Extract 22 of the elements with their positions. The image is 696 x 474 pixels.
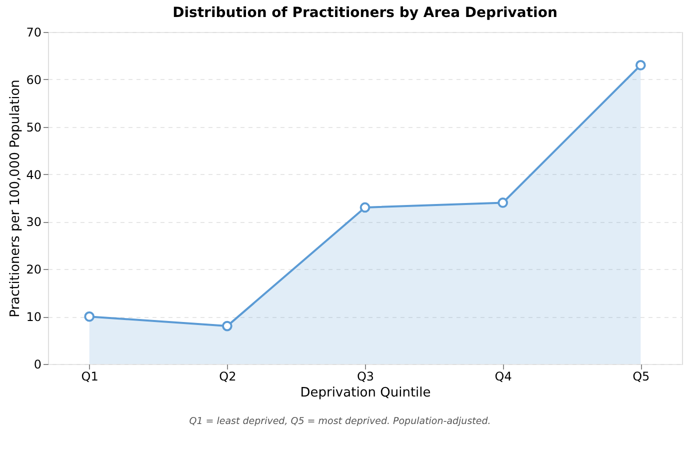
point (635, 60, 646, 70)
point (498, 198, 508, 208)
x-tick-label: Q2 (219, 370, 236, 384)
chart-title: Distribution of Practitioners by Area Deprivation (172, 5, 558, 21)
y-tick-label: 30 (26, 215, 42, 230)
x-tick-label: Q5 (632, 370, 650, 384)
y-tick-label: 70 (26, 26, 42, 40)
y-tick-label: 60 (26, 72, 42, 87)
y-axis-title: Practitioners per 100,000 Population (8, 80, 24, 318)
point (222, 320, 232, 332)
x-axis-title: Deprivation Quintile (300, 386, 431, 400)
point (360, 202, 370, 213)
point (84, 311, 95, 322)
y-tick-label: 10 (26, 310, 42, 324)
x-tick-label: Q3 (356, 370, 374, 384)
y-tick-label: 40 (26, 168, 42, 182)
x-tick-label: Q4 (494, 370, 512, 384)
y-tick-label: 50 (26, 120, 42, 134)
x-tick-label: Q1 (81, 370, 98, 384)
y-tick-label: 20 (26, 262, 42, 277)
text: Q1 = least deprived, Q5 = most deprived. Population-adjusted. (189, 416, 491, 427)
y-tick-label: 0 (34, 358, 42, 372)
